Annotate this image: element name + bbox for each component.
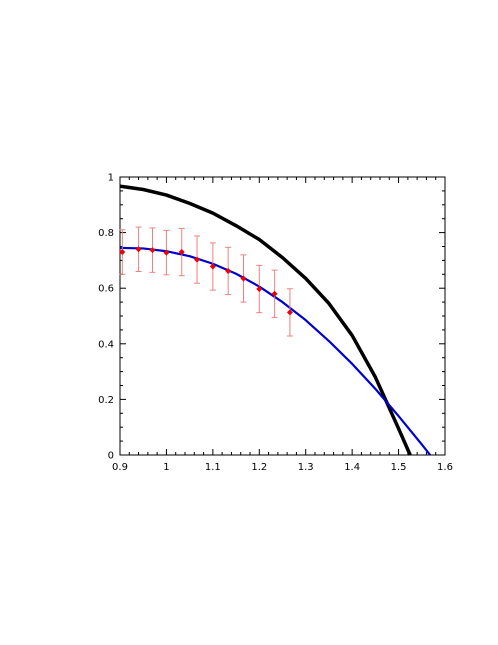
data-point	[194, 256, 201, 263]
data-point	[149, 247, 156, 254]
x-tick-label: 1	[163, 462, 169, 473]
x-tick-label: 0.9	[112, 462, 128, 473]
data-markers	[119, 246, 293, 316]
y-tick-label: 0.8	[98, 228, 114, 239]
data-point	[240, 275, 247, 282]
y-tick-label: 0.2	[98, 395, 114, 406]
data-point	[256, 286, 263, 293]
y-tick-label: 0.4	[98, 339, 114, 350]
x-tick-label: 1.6	[437, 462, 453, 473]
black-curve-line	[119, 184, 412, 456]
data-point	[271, 290, 278, 297]
y-tick-label: 0.6	[98, 284, 114, 295]
data-point	[119, 249, 126, 256]
axis-tick-labels: 0.9 1 1.1 1.2 1.3 1.4 1.5 1.6 0 0.2 0.4 0.6 0.8 1	[98, 173, 453, 474]
x-tick-label: 1.4	[344, 462, 360, 473]
x-tick-label: 1.2	[251, 462, 267, 473]
data-point	[225, 267, 232, 274]
axis-ticks	[119, 176, 446, 456]
series-lines	[119, 184, 432, 456]
y-tick-label: 0	[108, 451, 114, 462]
data-point	[135, 246, 142, 253]
data-point	[163, 249, 170, 256]
y-tick-label: 1	[108, 173, 114, 184]
x-tick-label: 1.1	[205, 462, 221, 473]
blue-curve-line	[119, 246, 432, 456]
x-tick-label: 1.3	[298, 462, 314, 473]
data-point	[209, 263, 216, 270]
data-point	[286, 309, 293, 316]
x-tick-label: 1.5	[391, 462, 407, 473]
data-point	[178, 249, 185, 256]
